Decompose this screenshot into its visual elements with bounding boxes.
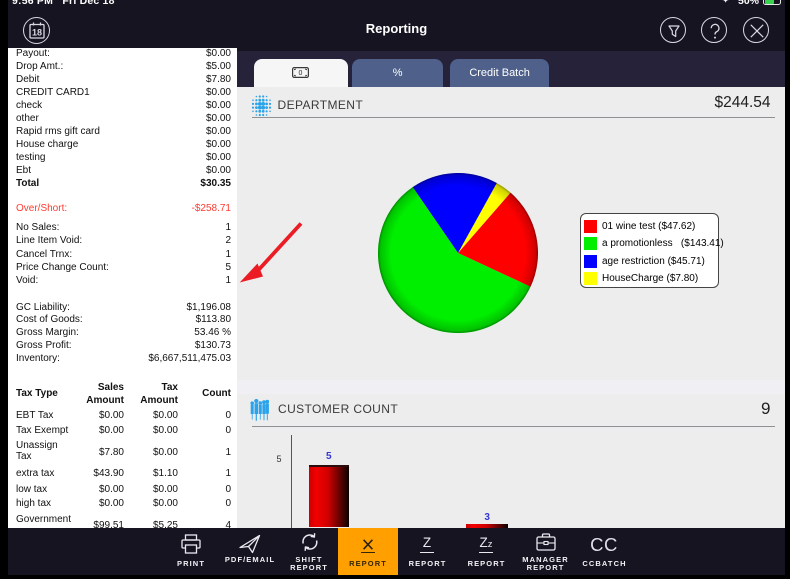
svg-text:0: 0 [299, 70, 303, 77]
svg-text:18: 18 [32, 27, 42, 37]
